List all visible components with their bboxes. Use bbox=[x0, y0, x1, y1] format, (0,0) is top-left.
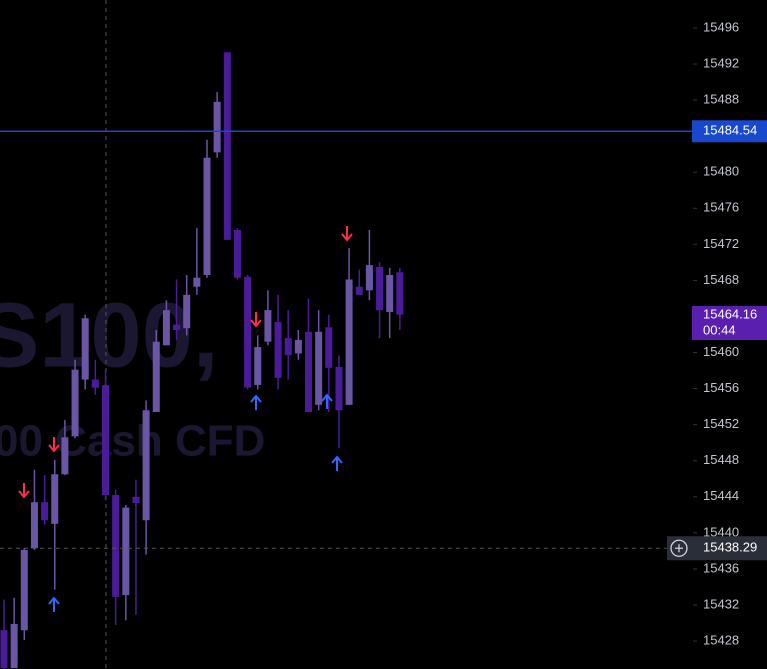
crosshair-label-box bbox=[667, 536, 767, 561]
candle-body bbox=[305, 331, 312, 413]
candles bbox=[0, 52, 404, 669]
sell-arrow bbox=[250, 312, 262, 328]
add-button bbox=[670, 539, 688, 557]
candle-body bbox=[284, 338, 292, 356]
y-tick-label: 15476 bbox=[703, 200, 739, 215]
buy-arrow bbox=[250, 394, 262, 410]
watermark-description: 00 Cash CFD bbox=[0, 417, 265, 466]
candle-body bbox=[0, 630, 8, 669]
y-tick-label: 15492 bbox=[703, 55, 739, 70]
y-tick-label: 15488 bbox=[703, 92, 739, 107]
crosshair-label: 15438.29 bbox=[703, 540, 757, 555]
candle-body bbox=[203, 157, 211, 275]
y-tick-label: 15456 bbox=[703, 380, 739, 395]
candle-body bbox=[244, 276, 252, 388]
candle-body bbox=[132, 496, 140, 504]
candle-body bbox=[102, 384, 109, 495]
candle-body bbox=[294, 339, 302, 354]
candle-body bbox=[254, 347, 262, 385]
candle-body bbox=[91, 379, 99, 388]
candle-body bbox=[61, 437, 69, 475]
price-line-label: 15484.54 bbox=[703, 123, 757, 138]
buy-arrow bbox=[321, 393, 333, 409]
candle-body bbox=[396, 272, 404, 315]
sell-arrow bbox=[18, 483, 30, 499]
candle-body bbox=[51, 474, 59, 524]
candle-body bbox=[264, 310, 272, 342]
candle-body bbox=[183, 294, 191, 329]
candle-body bbox=[233, 229, 241, 278]
candle-body bbox=[41, 502, 49, 521]
candle-body bbox=[193, 277, 201, 287]
candle-body bbox=[223, 52, 231, 240]
y-tick-label: 15444 bbox=[703, 488, 739, 503]
y-tick-label: 15468 bbox=[703, 272, 739, 287]
y-tick-label: 15480 bbox=[703, 164, 739, 179]
y-tick-label: 15436 bbox=[703, 560, 739, 575]
y-tick-label: 15496 bbox=[703, 19, 739, 34]
candle-body bbox=[10, 623, 18, 669]
price-line-label-box bbox=[692, 120, 767, 143]
candle-body bbox=[386, 274, 394, 312]
countdown: 00:44 bbox=[703, 322, 736, 337]
y-tick-label: 15452 bbox=[703, 416, 739, 431]
last-price-box bbox=[692, 306, 767, 341]
candle-body bbox=[315, 331, 323, 405]
add-icon bbox=[675, 544, 683, 553]
candle-body bbox=[152, 341, 160, 413]
candle-body bbox=[122, 507, 130, 596]
y-tick-label: 15428 bbox=[703, 632, 739, 647]
candle-body bbox=[345, 279, 353, 405]
y-tick-label: 15432 bbox=[703, 596, 739, 611]
y-tick-label: 15448 bbox=[703, 452, 739, 467]
buy-arrow bbox=[48, 596, 60, 612]
y-tick-label: 15460 bbox=[703, 344, 739, 359]
candle-body bbox=[162, 310, 170, 346]
sell-arrow bbox=[341, 226, 353, 242]
candle-body bbox=[365, 265, 373, 291]
candle-body bbox=[71, 369, 79, 437]
candle-body bbox=[376, 266, 384, 311]
candle-body bbox=[20, 549, 28, 631]
y-tick-label: 15440 bbox=[703, 524, 739, 539]
candle-body bbox=[30, 502, 38, 549]
watermark-symbol: S100, bbox=[0, 284, 218, 386]
candle-body bbox=[81, 318, 89, 380]
candle-body bbox=[335, 366, 343, 411]
candle-body bbox=[213, 101, 221, 153]
sell-arrow bbox=[48, 437, 60, 453]
candle-body bbox=[112, 494, 120, 597]
signals bbox=[18, 226, 353, 612]
candle-body bbox=[355, 286, 363, 295]
candle-body bbox=[274, 321, 282, 378]
candle-body bbox=[325, 327, 333, 368]
candle-body bbox=[142, 410, 150, 521]
y-tick-label: 15472 bbox=[703, 236, 739, 251]
buy-arrow bbox=[331, 455, 343, 471]
last-price-label: 15464.16 bbox=[703, 306, 757, 321]
candle-body bbox=[173, 324, 181, 330]
